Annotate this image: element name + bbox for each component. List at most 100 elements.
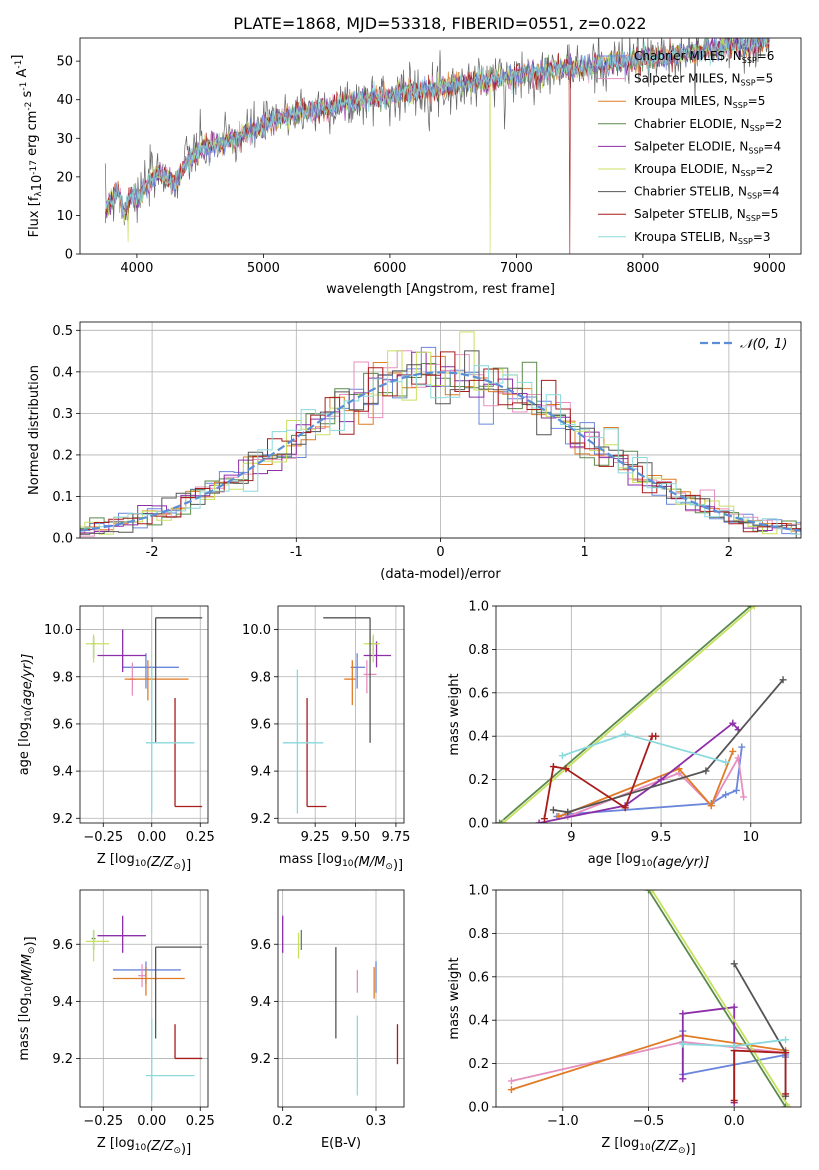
y-axis-label: age [log10(age/yr)]	[17, 654, 35, 776]
x-axis-label: wavelength [Angstrom, rest frame]	[326, 282, 555, 297]
legend-entry: Chabrier STELIB, NSSP=4	[634, 185, 780, 201]
axes-frame	[277, 605, 405, 824]
x-tick-label: 0.3	[366, 1114, 387, 1129]
x-tick-label: 10	[742, 830, 759, 845]
error-bars	[282, 617, 392, 814]
y-tick-label: 0.2	[468, 1057, 489, 1072]
mass-vs-metallicity-panel: −0.25 0.00 0.25 9.2 9.4 9.6 Z [log10(Z/Z⊙)] mas…	[17, 889, 215, 1157]
error-bar	[97, 629, 146, 673]
y-tick-label: 9.4	[52, 765, 73, 780]
y-tick-label: 1.0	[468, 600, 489, 615]
weight-vs-age-panel: 9 9.5 10 0.0 0.2 0.4 0.6 0.8 1.0 age [log10(age/y…	[447, 600, 802, 870]
weight-point	[782, 1049, 790, 1057]
weight-point	[558, 752, 566, 760]
y-tick-label: 9.2	[52, 812, 73, 827]
y-tick-label: 9.2	[250, 1052, 271, 1067]
error-bar	[112, 967, 185, 996]
weight-line	[733, 963, 787, 1097]
x-tick-label: 9.50	[341, 830, 370, 845]
gaussian-curve	[80, 371, 801, 532]
weight-point	[549, 806, 557, 814]
y-tick-label: 9.8	[52, 670, 73, 685]
weight-vs-metallicity-panel: −1.0 −0.5 0.0 0.0 0.2 0.4 0.6 0.8 1.0 Z [log10(Z/…	[447, 884, 802, 1157]
y-axis-label: mass [log10(M/M⊙)]	[17, 936, 38, 1060]
histogram-step	[80, 365, 801, 535]
weight-point	[562, 765, 570, 773]
y-tick-label: 9.8	[250, 670, 271, 685]
error-bars	[282, 915, 399, 1096]
x-tick-label: -1	[290, 545, 303, 560]
x-tick-label: 0.25	[186, 1114, 215, 1129]
spectrum-line	[104, 38, 770, 215]
error-bars	[85, 915, 203, 1102]
error-bar	[122, 653, 179, 689]
x-tick-label: 0.00	[137, 830, 166, 845]
weight-point	[734, 754, 742, 762]
mass-vs-ebv-panel: 0.2 0.3 9.2 9.4 9.6 E(B-V)	[250, 889, 405, 1151]
axes-frame	[79, 605, 209, 824]
weight-point	[540, 815, 548, 823]
legend: Chabrier MILES, NSSP=6 Salpeter MILES, NS…	[598, 49, 782, 246]
weight-point	[738, 743, 746, 751]
x-tick-label: 8000	[626, 261, 659, 276]
age-vs-metallicity-panel: −0.25 0.00 0.25 9.2 9.4 9.6 9.8 10.0 Z [log10(Z/…	[17, 605, 215, 873]
weight-point	[722, 791, 730, 799]
axes-frame	[79, 37, 802, 255]
y-tick-label: 9.6	[52, 717, 73, 732]
weight-point	[779, 676, 787, 684]
weight-point	[645, 890, 652, 894]
error-bar	[85, 929, 110, 962]
axes-frame	[277, 889, 405, 1108]
weight-line	[681, 1006, 736, 1103]
error-bar	[124, 660, 189, 701]
x-tick-label: 0.25	[186, 830, 215, 845]
legend-entry: Chabrier ELODIE, NSSP=2	[634, 117, 782, 133]
residuals-panel: -2 -1 0 1 2 0.0 0.1 0.2 0.3 0.4 0.5 𝒩(0, 1) (data-mo…	[27, 321, 802, 582]
error-bar	[145, 667, 195, 814]
y-tick-label: 10.0	[44, 623, 73, 638]
y-axis-label: Flux [fλ10-17 erg cm-2 s-1 A-1]	[10, 55, 45, 238]
error-bar	[344, 660, 356, 706]
x-tick-label: 0	[436, 545, 444, 560]
error-bar	[350, 653, 366, 689]
weight-point	[732, 786, 740, 794]
histogram-step	[80, 350, 801, 538]
spectrum-lines	[104, 38, 770, 254]
x-tick-label: 0.2	[272, 1114, 293, 1129]
y-tick-label: 9.6	[250, 938, 271, 953]
y-tick-label: 0.0	[52, 532, 73, 547]
weight-series	[507, 890, 793, 1107]
weight-line	[647, 890, 787, 1107]
x-axis-label: Z [log10(Z/Z⊙)]	[97, 1136, 191, 1157]
weight-point	[507, 1077, 515, 1085]
y-tick-label: 30	[56, 132, 73, 147]
error-bar	[174, 697, 203, 808]
x-tick-label: 0.0	[724, 1114, 745, 1129]
y-tick-label: 0.2	[468, 773, 489, 788]
x-tick-label: 6000	[373, 261, 406, 276]
weight-point	[652, 732, 660, 740]
axes-frame	[495, 605, 802, 824]
weight-point	[499, 819, 507, 823]
error-bar	[282, 669, 324, 814]
weight-point	[679, 1040, 687, 1048]
y-tick-label: 0.5	[52, 324, 73, 339]
x-tick-label: 9000	[753, 261, 786, 276]
y-tick-label: 9.4	[250, 995, 271, 1010]
histograms	[80, 331, 801, 538]
y-tick-label: 50	[56, 55, 73, 70]
weight-point	[729, 747, 737, 755]
weight-point	[782, 1036, 790, 1044]
x-axis-label: E(B-V)	[321, 1136, 361, 1151]
y-tick-label: 9.4	[52, 995, 73, 1010]
weight-point	[549, 763, 557, 771]
spectrum-panel: 4000 5000 6000 7000 8000 9000 0 10 20 30 40 50 wavel…	[10, 37, 802, 297]
x-tick-label: 2	[725, 545, 733, 560]
spectrum-line	[104, 38, 770, 218]
y-axis-label: mass weight	[447, 673, 462, 755]
y-tick-label: 0.0	[468, 817, 489, 832]
y-tick-label: 9.6	[52, 938, 73, 953]
y-tick-label: 0.8	[468, 643, 489, 658]
y-tick-label: 9.2	[52, 1052, 73, 1067]
